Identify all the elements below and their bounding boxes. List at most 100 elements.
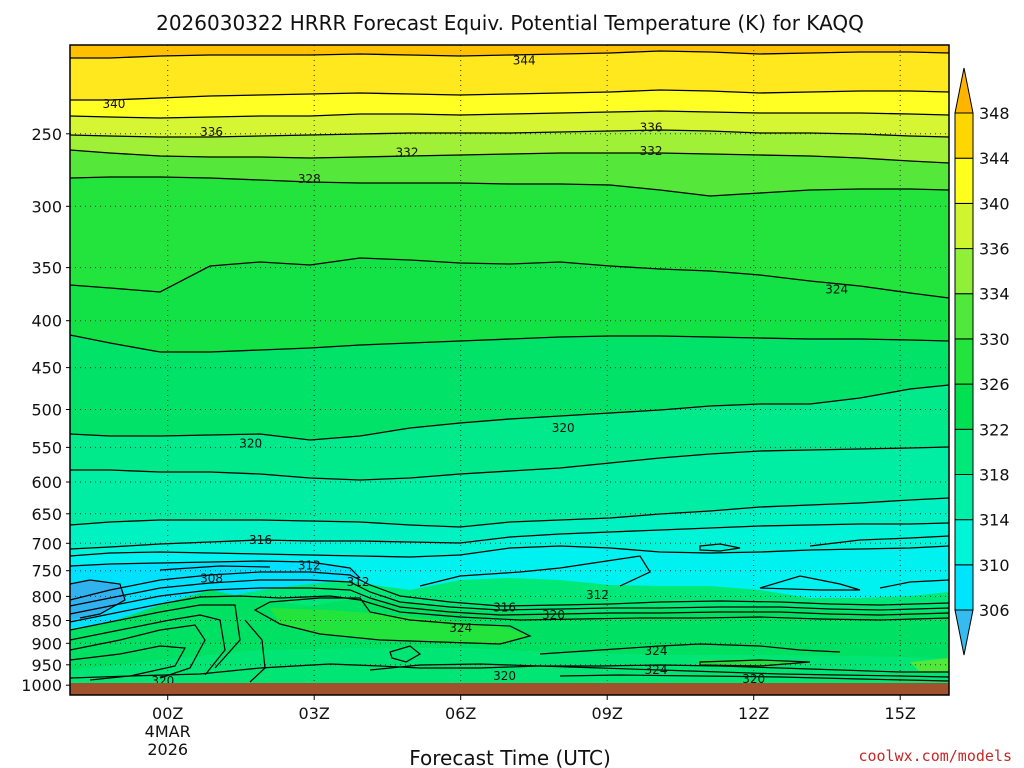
contour-line-c308 [159, 565, 271, 571]
y-tick-label-600: 600 [31, 473, 62, 492]
band-336-340 [70, 90, 949, 118]
contour-label-344: 344 [513, 54, 536, 68]
band-332-336 [70, 111, 949, 137]
band-328-332 [70, 130, 949, 163]
y-tick-label-750: 750 [31, 562, 62, 581]
colorbar-segment-314 [954, 474, 974, 521]
contour-line-c320a [69, 384, 950, 441]
contour-label-320: 320 [552, 421, 575, 435]
band-324-326 [70, 177, 949, 298]
contour-line-c336 [69, 110, 950, 119]
y-tick-label-250: 250 [31, 125, 62, 144]
y-tick-label-850: 850 [31, 612, 62, 631]
colorbar-segment-340 [954, 157, 974, 204]
y-tick-label-1000: 1000 [21, 676, 62, 695]
y-axis-pressure: 250 300 350 400 450 500 550 600 650 700 750 800 850 9… [21, 125, 70, 695]
colorbar-label-310: 310 [979, 556, 1010, 575]
contour-line-cl13 [369, 663, 950, 678]
plot-frame [69, 44, 950, 696]
colorbar-label-314: 314 [979, 511, 1010, 530]
contour-labels: 344 340 336 336 332 332 328 324 320 320 316 312 308 3… [102, 54, 848, 689]
band-318-320 [70, 385, 949, 480]
y-tick-label-800: 800 [31, 587, 62, 606]
contour-line-c320b [70, 446, 950, 481]
contour-line-cl11 [389, 645, 422, 663]
contour-line-c314 [69, 522, 950, 550]
colorbar-label-348: 348 [979, 104, 1010, 123]
y-tick-label-650: 650 [31, 505, 62, 524]
colorbar-label-322: 322 [979, 420, 1010, 439]
colorbar-segment-306 [954, 564, 974, 611]
ground-layer [70, 683, 949, 695]
y-tick-label-350: 350 [31, 259, 62, 278]
x-tick-label-00Z: 00Z [152, 704, 183, 723]
contour-label-312: 312 [347, 575, 370, 589]
contour-label-332: 332 [640, 144, 663, 158]
contour-line-c312 [69, 545, 950, 558]
contour-line-c344 [70, 50, 950, 59]
contour-line-c310 [69, 560, 361, 579]
colorbar-segment-344 [954, 112, 974, 159]
colorbar-label-336: 336 [979, 240, 1010, 259]
contour-line-cl15 [699, 543, 741, 552]
contour-line-c326 [69, 176, 950, 197]
y-tick-label-950: 950 [31, 656, 62, 675]
band-312-314 [70, 523, 949, 557]
contour-label-328: 328 [298, 172, 321, 186]
band-340-344 [70, 51, 949, 100]
x-tick-label-06Z: 06Z [445, 704, 476, 723]
band-326-328 [70, 150, 949, 196]
contour-label-320: 320 [239, 437, 262, 451]
contour-label-324: 324 [645, 663, 668, 677]
y-tick-label-300: 300 [31, 197, 62, 216]
contour-label-336: 336 [200, 125, 223, 139]
x-tick-sublabel-4MAR: 4MAR [145, 722, 191, 741]
colorbar-segment-322 [954, 383, 974, 430]
colorbar-label-340: 340 [979, 194, 1010, 213]
colorbar-segment-334 [954, 248, 974, 295]
contour-label-324: 324 [449, 621, 472, 635]
colorbar: 306 310 314 318 322 326 330 334 336 340 344 348 [954, 67, 1010, 656]
band-320-322 [70, 335, 949, 440]
y-tick-label-400: 400 [31, 312, 62, 331]
y-tick-label-450: 450 [31, 359, 62, 378]
contour-line-c306 [69, 579, 126, 619]
grid-lines [70, 45, 949, 695]
band-316-318 [70, 447, 949, 527]
contour-label-312: 312 [586, 588, 609, 602]
colorbar-label-318: 318 [979, 466, 1010, 485]
colorbar-label-330: 330 [979, 330, 1010, 349]
colorbar-segment-330 [954, 293, 974, 340]
y-tick-label-500: 500 [31, 401, 62, 420]
colorbar-label-334: 334 [979, 285, 1010, 304]
contour-line-cl16 [809, 535, 950, 547]
contour-label-336: 336 [640, 120, 663, 134]
colorbar-segment-318 [954, 428, 974, 475]
contour-line-cl3 [69, 587, 950, 616]
contour-label-308: 308 [200, 572, 223, 586]
contour-line-cl2 [69, 579, 950, 611]
contour-line-cl1 [69, 571, 950, 607]
contour-lines [69, 50, 950, 683]
x-tick-label-15Z: 15Z [885, 704, 916, 723]
contour-line-cl9 [253, 597, 532, 645]
colorbar-label-344: 344 [979, 149, 1010, 168]
contour-fill-bands [70, 45, 949, 695]
contour-line-cl19 [419, 555, 651, 587]
contour-label-320: 320 [542, 608, 565, 622]
x-tick-label-03Z: 03Z [299, 704, 330, 723]
contour-label-324: 324 [825, 283, 848, 297]
x-tick-label-12Z: 12Z [738, 704, 769, 723]
colorbar-segment-326 [954, 338, 974, 385]
contour-line-c316 [69, 497, 950, 528]
contour-label-332: 332 [396, 145, 419, 159]
contour-line-cl18 [879, 579, 950, 589]
colorbar-segment-336 [954, 202, 974, 250]
colorbar-top-arrow [954, 67, 974, 114]
band-314-316 [70, 498, 949, 549]
contour-line-cl21 [699, 659, 811, 667]
contour-line-c322 [69, 334, 950, 353]
colorbar-label-306: 306 [979, 601, 1010, 620]
contour-line-cl5 [69, 604, 241, 669]
